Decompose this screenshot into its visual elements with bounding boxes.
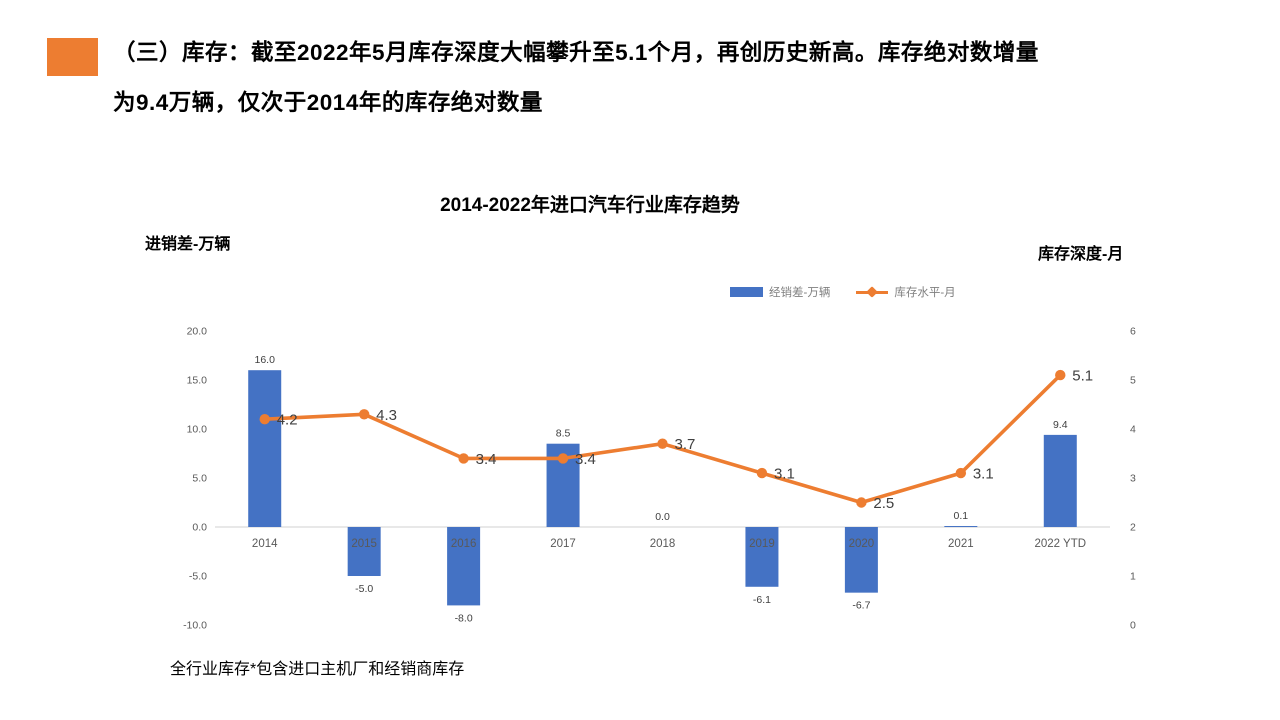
line-marker-2015 bbox=[358, 409, 370, 420]
right-axis-tick: 1 bbox=[1130, 571, 1136, 583]
bar-2022 YTD bbox=[1043, 434, 1077, 527]
bar-label-2016: -8.0 bbox=[455, 612, 473, 624]
left-axis-tick: -5.0 bbox=[189, 571, 207, 583]
legend-item-bar-series: 经销差-万辆 bbox=[730, 284, 830, 300]
bar-2014 bbox=[248, 370, 282, 527]
right-axis-tick: 6 bbox=[1130, 326, 1136, 338]
left-axis-title: 进销差-万辆 bbox=[145, 236, 231, 253]
bar-label-2017: 8.5 bbox=[556, 428, 571, 440]
line-label-2014: 4.2 bbox=[277, 412, 298, 429]
right-axis-title: 库存深度-月 bbox=[1038, 246, 1124, 263]
headline-line2: 为9.4万辆，仅次于2014年的库存绝对数量 bbox=[113, 90, 543, 115]
accent-square bbox=[47, 38, 98, 76]
right-axis-tick: 0 bbox=[1130, 620, 1136, 632]
bar-label-2021: 0.1 bbox=[954, 510, 969, 522]
bar-label-2015: -5.0 bbox=[355, 583, 373, 595]
x-tick-2018: 2018 bbox=[650, 538, 676, 550]
right-axis-tick: 5 bbox=[1130, 375, 1136, 387]
line-marker-2018 bbox=[657, 438, 668, 449]
line-series-swatch bbox=[856, 286, 889, 298]
x-tick-2022 YTD: 2022 YTD bbox=[1034, 538, 1086, 550]
line-label-2016: 3.4 bbox=[476, 451, 497, 468]
bar-2021 bbox=[944, 526, 978, 528]
line-marker-2019 bbox=[756, 467, 768, 479]
legend-item-line-series: 库存水平-月 bbox=[856, 284, 956, 300]
x-tick-2015: 2015 bbox=[351, 538, 377, 550]
chart-title: 2014-2022年进口汽车行业库存趋势 bbox=[440, 195, 740, 216]
bar-label-2020: -6.7 bbox=[852, 600, 870, 612]
line-marker-2022 YTD bbox=[1055, 369, 1066, 381]
bar-series-label: 经销差-万辆 bbox=[769, 287, 831, 299]
bar-2015 bbox=[347, 527, 381, 576]
bar-label-2022 YTD: 9.4 bbox=[1053, 419, 1068, 431]
left-axis-tick: 20.0 bbox=[187, 326, 208, 338]
right-axis-tick: 4 bbox=[1130, 424, 1136, 436]
bar-2016 bbox=[447, 527, 481, 606]
line-marker-2017 bbox=[557, 453, 569, 464]
line-label-2015: 4.3 bbox=[376, 407, 397, 424]
x-tick-2014: 2014 bbox=[252, 538, 278, 550]
combo-chart: 20.0 15.0 10.0 5.0 0.0 -5.0 -10.0 6 5 4 3 2 1 0 2014 20… bbox=[183, 326, 1136, 632]
bar-label-2014: 16.0 bbox=[255, 354, 276, 366]
line-label-2019: 3.1 bbox=[774, 466, 795, 483]
x-tick-2020: 2020 bbox=[849, 538, 875, 550]
line-marker-2021 bbox=[955, 467, 967, 479]
left-axis-tick: 5.0 bbox=[192, 473, 207, 485]
left-axis-tick: 15.0 bbox=[187, 375, 208, 387]
line-label-2020: 2.5 bbox=[873, 495, 894, 512]
line-marker-2014 bbox=[259, 414, 270, 425]
slide-headline: （三）库存：截至2022年5月库存深度大幅攀升至5.1个月，再创历史新高。库存绝… bbox=[113, 28, 1243, 128]
x-tick-2016: 2016 bbox=[451, 538, 477, 550]
x-tick-2021: 2021 bbox=[948, 538, 974, 550]
bar-label-2019: -6.1 bbox=[753, 594, 771, 606]
line-label-2021: 3.1 bbox=[973, 466, 994, 483]
right-axis-tick: 3 bbox=[1130, 473, 1136, 485]
line-marker-2020 bbox=[856, 497, 867, 508]
left-axis-tick: 0.0 bbox=[192, 522, 207, 534]
bar-2020 bbox=[844, 527, 878, 593]
left-axis-tick: 10.0 bbox=[187, 424, 208, 436]
line-label-2018: 3.7 bbox=[675, 436, 696, 453]
bar-2019 bbox=[745, 527, 779, 587]
right-axis-tick: 2 bbox=[1130, 522, 1136, 534]
bar-label-2018: 0.0 bbox=[655, 511, 670, 523]
line-label-2022 YTD: 5.1 bbox=[1072, 368, 1093, 385]
headline-line1: （三）库存：截至2022年5月库存深度大幅攀升至5.1个月，再创历史新高。库存绝… bbox=[113, 40, 1039, 65]
x-tick-2019: 2019 bbox=[749, 538, 775, 550]
line-marker-2016 bbox=[458, 453, 469, 464]
line-label-2017: 3.4 bbox=[575, 451, 596, 468]
line-series-label: 库存水平-月 bbox=[894, 287, 956, 299]
left-axis-tick: -10.0 bbox=[183, 620, 207, 632]
chart-footnote: 全行业库存*包含进口主机厂和经销商库存 bbox=[170, 661, 465, 678]
chart-legend: 经销差-万辆 库存水平-月 bbox=[730, 284, 956, 300]
x-tick-2017: 2017 bbox=[550, 538, 576, 550]
bar-series-swatch bbox=[730, 287, 763, 297]
